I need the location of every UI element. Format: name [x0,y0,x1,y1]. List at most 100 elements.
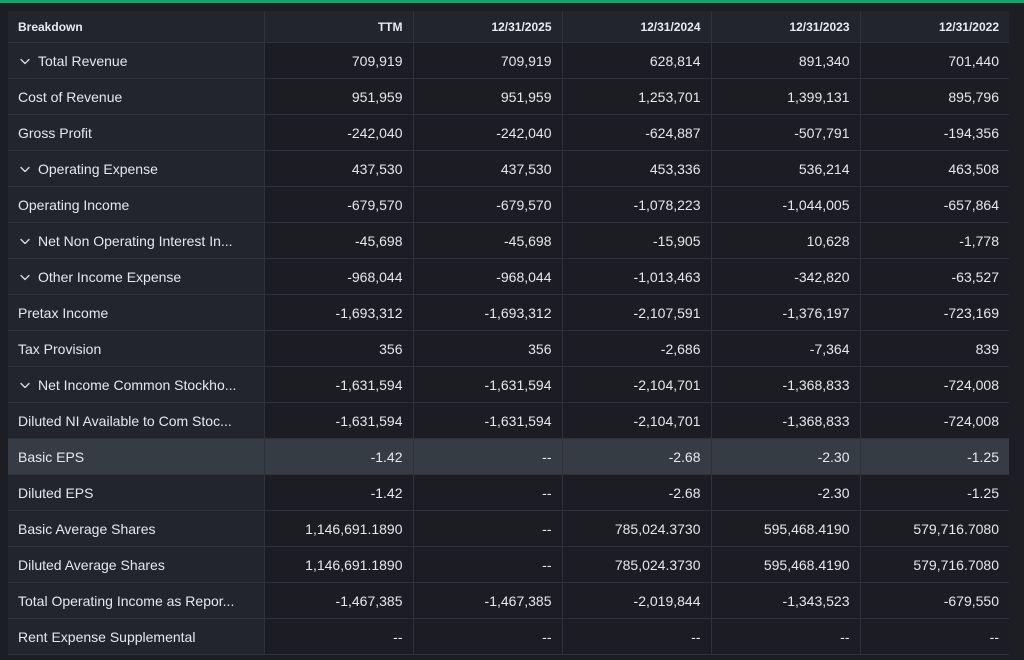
row-label-cell: Cost of Revenue [8,78,265,115]
value-cell: 10,628 [711,222,861,259]
value-cell: -679,550 [860,582,1009,619]
row-label-wrap: Operating Income [18,197,129,213]
value-cell: -2.68 [562,474,712,511]
value-cell: -679,570 [413,186,563,223]
value-cell: -1.42 [264,438,414,475]
row-label-cell[interactable]: Other Income Expense [8,258,265,295]
row-label-cell: Rent Expense Supplemental [8,618,265,655]
header-2022[interactable]: 12/31/2022 [860,11,1009,43]
value-cell: 1,253,701 [562,78,712,115]
value-cell: -1.42 [264,474,414,511]
value-cell: -- [860,618,1009,655]
row-label-wrap: Diluted EPS [18,485,93,501]
header-ttm[interactable]: TTM [264,11,414,43]
row-label: Diluted EPS [18,484,94,501]
row-label-cell: Basic EPS [8,438,265,475]
row-label-wrap: Basic Average Shares [18,521,156,537]
value-cell: -45,698 [413,222,563,259]
row-label-wrap: Other Income Expense [18,269,181,285]
value-cell: -1,078,223 [562,186,712,223]
row-label-cell: Operating Income [8,186,265,223]
header-2023[interactable]: 12/31/2023 [711,11,861,43]
row-label-cell[interactable]: Total Revenue [8,42,265,79]
row-label-cell: Gross Profit [8,114,265,151]
chevron-down-icon[interactable] [20,58,34,65]
value-cell: -1,376,197 [711,294,861,331]
value-cell: 579,716.7080 [860,510,1009,547]
chevron-down-icon[interactable] [20,274,34,281]
table-row: Cost of Revenue 951,959 951,959 1,253,701 1,… [8,78,1009,115]
value-cell: -242,040 [413,114,563,151]
value-cell: 891,340 [711,42,861,79]
chevron-down-icon[interactable] [20,382,34,389]
header-2025[interactable]: 12/31/2025 [413,11,563,43]
table-row: Rent Expense Supplemental -- -- -- -- -- [8,618,1009,655]
value-cell: -2.30 [711,474,861,511]
header-breakdown[interactable]: Breakdown [8,11,265,43]
value-cell: -2,107,591 [562,294,712,331]
value-cell: -- [413,618,563,655]
table-row: Diluted EPS -1.42 -- -2.68 -2.30 -1.25 [8,474,1009,511]
value-cell: -- [264,618,414,655]
value-cell: 463,508 [860,150,1009,187]
value-cell: -2,104,701 [562,402,712,439]
value-cell: 1,146,691.1890 [264,546,414,583]
header-2024[interactable]: 12/31/2024 [562,11,712,43]
value-cell: 437,530 [264,150,414,187]
row-label-wrap: Rent Expense Supplemental [18,629,195,645]
row-label-cell[interactable]: Net Income Common Stockho... [8,366,265,403]
value-cell: -507,791 [711,114,861,151]
value-cell: -724,008 [860,366,1009,403]
row-label-cell: Basic Average Shares [8,510,265,547]
chevron-down-icon[interactable] [20,238,34,245]
value-cell: -2.68 [562,438,712,475]
value-cell: 579,716.7080 [860,546,1009,583]
table-row: Basic EPS -1.42 -- -2.68 -2.30 -1.25 [8,438,1009,475]
row-label-wrap: Pretax Income [18,305,108,321]
value-cell: -968,044 [413,258,563,295]
value-cell: -1.25 [860,438,1009,475]
value-cell: -679,570 [264,186,414,223]
row-label-cell: Diluted EPS [8,474,265,511]
row-label-wrap: Basic EPS [18,449,84,465]
value-cell: -63,527 [860,258,1009,295]
value-cell: 595,468.4190 [711,546,861,583]
value-cell: 709,919 [264,42,414,79]
row-label-wrap: Net Income Common Stockho... [18,377,236,393]
value-cell: 951,959 [264,78,414,115]
row-label: Operating Expense [38,161,158,178]
value-cell: -1,368,833 [711,366,861,403]
row-label-wrap: Diluted NI Available to Com Stoc... [18,413,232,429]
value-cell: -- [413,546,563,583]
table-row: Diluted NI Available to Com Stoc... -1,63… [8,402,1009,439]
row-label-wrap: Total Revenue [18,53,128,69]
row-label: Pretax Income [18,304,109,321]
row-label-wrap: Operating Expense [18,161,158,177]
table-row: Operating Income -679,570 -679,570 -1,078,2… [8,186,1009,223]
value-cell: -1,631,594 [264,402,414,439]
row-label-cell: Pretax Income [8,294,265,331]
value-cell: -968,044 [264,258,414,295]
row-label-cell[interactable]: Operating Expense [8,150,265,187]
row-label-wrap: Net Non Operating Interest In... [18,233,233,249]
financials-panel: Breakdown TTM 12/31/2025 12/31/2024 12/3… [0,3,1024,660]
value-cell: -7,364 [711,330,861,367]
table-row: Other Income Expense -968,044 -968,044 -1,0… [8,258,1009,295]
row-label-cell[interactable]: Net Non Operating Interest In... [8,222,265,259]
value-cell: -2,686 [562,330,712,367]
value-cell: 785,024.3730 [562,510,712,547]
value-cell: 437,530 [413,150,563,187]
value-cell: 453,336 [562,150,712,187]
row-label-wrap: Total Operating Income as Repor... [18,593,234,609]
table-row: Total Revenue 709,919 709,919 628,814 891,34… [8,42,1009,79]
row-label-wrap: Tax Provision [18,341,101,357]
value-cell: 839 [860,330,1009,367]
value-cell: -1,467,385 [413,582,563,619]
row-label: Rent Expense Supplemental [18,628,196,645]
table-row: Net Non Operating Interest In... -45,698-… [8,222,1009,259]
value-cell: -242,040 [264,114,414,151]
chevron-down-icon[interactable] [20,166,34,173]
row-label: Diluted NI Available to Com Stoc... [18,412,232,429]
table-row: Gross Profit -242,040 -242,040 -624,887 -507… [8,114,1009,151]
row-label-wrap: Cost of Revenue [18,89,122,105]
